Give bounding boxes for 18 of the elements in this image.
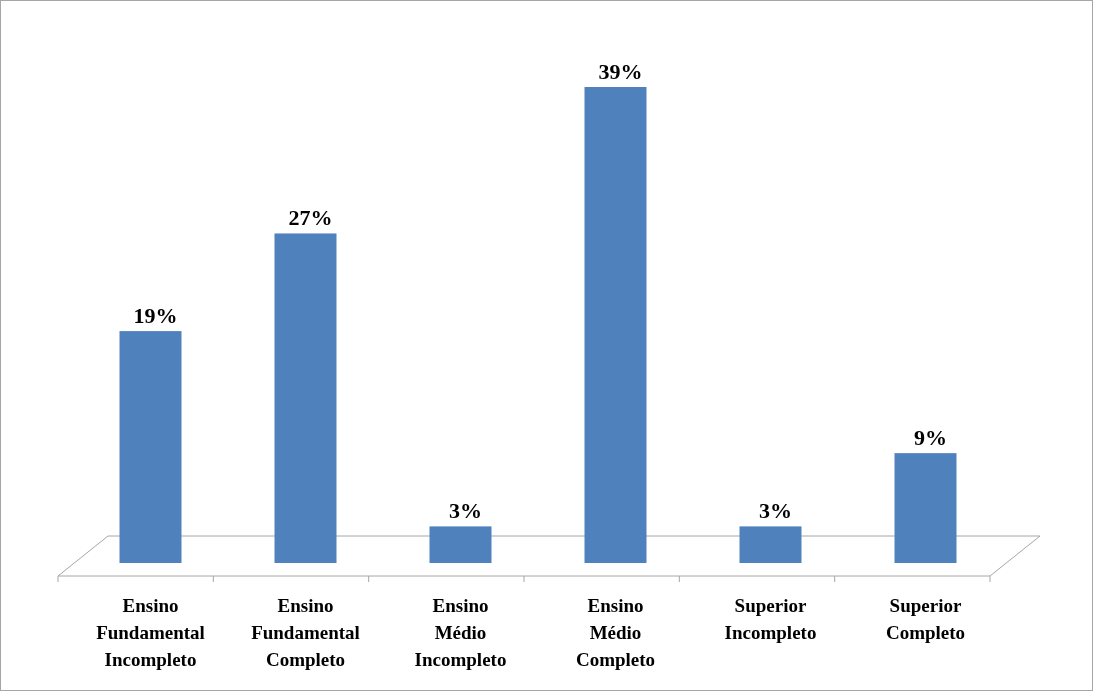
x-tick-label: Ensino Fundamental Incompleto (96, 595, 205, 670)
data-label: 3% (449, 498, 482, 524)
x-tick-label: Superior Incompleto (724, 595, 817, 643)
bar (739, 526, 802, 563)
bar (584, 87, 647, 563)
x-tick-label: Ensino Fundamental Completo (251, 595, 360, 670)
bar (274, 233, 337, 563)
data-label: 27% (288, 205, 333, 231)
x-tick-label: Ensino Médio Incompleto (414, 595, 507, 670)
x-tick-label: Ensino Médio Completo (575, 595, 656, 670)
data-label: 39% (598, 59, 643, 84)
data-label: 3% (759, 498, 792, 524)
x-tick-label: Superior Completo (885, 595, 966, 643)
bar (429, 526, 492, 563)
bar (119, 331, 182, 563)
data-label: 9% (914, 425, 947, 451)
data-label: 19% (133, 303, 178, 329)
bar (894, 453, 957, 563)
